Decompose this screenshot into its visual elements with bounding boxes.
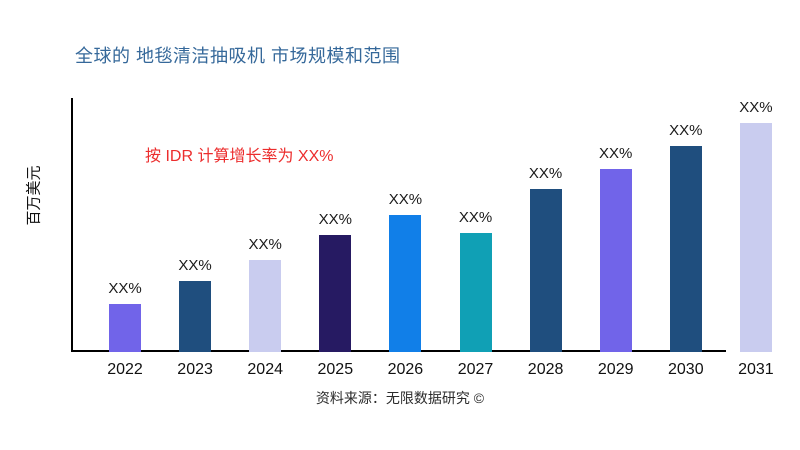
bar-value-label-2022: XX% bbox=[108, 279, 142, 297]
bar-value-label-2030: XX% bbox=[669, 121, 703, 139]
bar-value-label-2024: XX% bbox=[248, 236, 282, 254]
x-tick-2030: 2030 bbox=[668, 361, 704, 378]
bar-2022 bbox=[109, 303, 141, 352]
x-tick-2026: 2026 bbox=[387, 361, 424, 378]
bar-2029 bbox=[599, 168, 632, 352]
bar-2030 bbox=[669, 145, 702, 352]
x-tick-2029: 2029 bbox=[597, 361, 634, 378]
x-tick-2025: 2025 bbox=[317, 361, 354, 378]
bar-value-label-2031: XX% bbox=[739, 99, 773, 116]
bar-2024 bbox=[249, 260, 282, 352]
bar-2031 bbox=[739, 123, 772, 352]
bar-2027 bbox=[459, 232, 492, 352]
x-tick-2024: 2024 bbox=[247, 361, 283, 378]
plot-area: XX% 2022 XX% 2023 XX% 2024 XX% 2025 XX% 2026 XX% 20… bbox=[71, 98, 793, 378]
x-tick-2028: 2028 bbox=[527, 361, 564, 378]
bar-2025 bbox=[319, 235, 352, 352]
bar-2026 bbox=[389, 214, 422, 352]
bar-value-label-2028: XX% bbox=[528, 165, 563, 183]
bar-value-label-2026: XX% bbox=[388, 190, 423, 208]
y-axis-label: 百万美元 bbox=[25, 165, 43, 226]
chart-title: 全球的 地毯清洁抽吸机 市场规模和范围 bbox=[75, 46, 401, 66]
bar-2023 bbox=[179, 281, 212, 352]
x-tick-2027: 2027 bbox=[457, 361, 494, 378]
bar-value-label-2027: XX% bbox=[458, 208, 493, 226]
bar-2028 bbox=[529, 189, 562, 352]
source-caption: 资料来源：无限数据研究 © bbox=[315, 390, 485, 406]
growth-rate-annotation: 按 IDR 计算增长率为 XX% bbox=[145, 148, 334, 165]
x-tick-2023: 2023 bbox=[177, 361, 213, 378]
x-tick-2022: 2022 bbox=[107, 361, 143, 378]
bar-value-label-2029: XX% bbox=[599, 144, 633, 162]
bar-value-label-2025: XX% bbox=[318, 211, 352, 229]
x-tick-2031: 2031 bbox=[738, 361, 774, 378]
bar-value-label-2023: XX% bbox=[178, 257, 212, 275]
y-axis-line bbox=[71, 98, 73, 352]
